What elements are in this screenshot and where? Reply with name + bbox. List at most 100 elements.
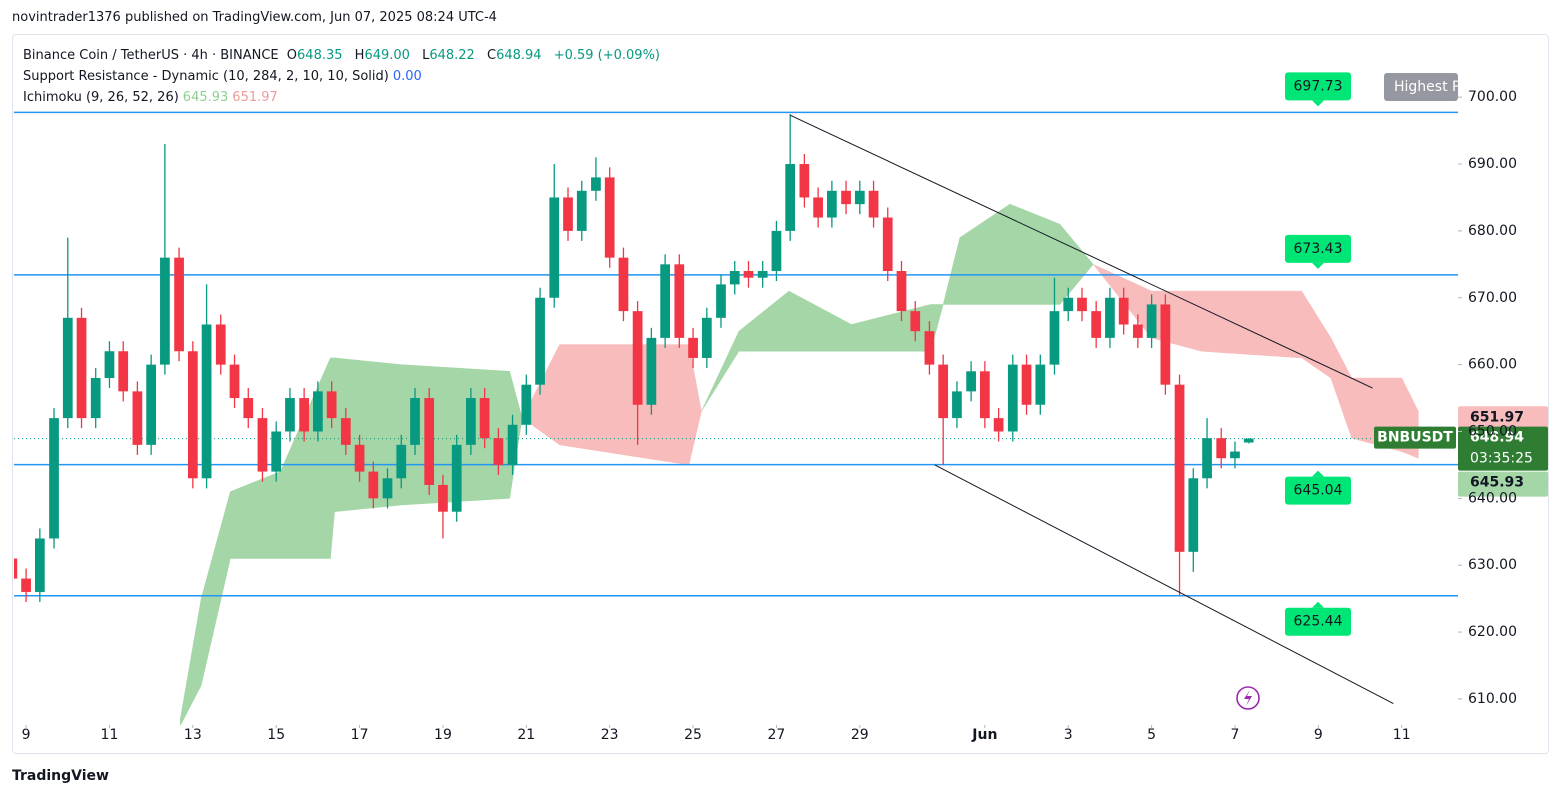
- ohlc-value: 648.94: [496, 48, 542, 63]
- candle-body: [34, 538, 45, 592]
- candle-body: [771, 230, 782, 272]
- candle-body: [813, 197, 823, 218]
- ohlc: O648.35: [287, 48, 347, 63]
- indicator-row: Ichimoku (9, 26, 52, 26) 645.93 651.97: [23, 87, 664, 108]
- candle-body: [632, 311, 643, 405]
- candle-body: [896, 271, 907, 312]
- indicator-row: Support Resistance - Dynamic (10, 284, 2…: [23, 66, 664, 87]
- candle-body: [1091, 311, 1102, 338]
- candle-body: [14, 558, 18, 579]
- candle-body: [396, 444, 407, 479]
- candle-body: [743, 271, 754, 278]
- cloud-segment: [559, 344, 690, 466]
- level-label: 697.73: [1294, 78, 1343, 94]
- x-tick-label: Jun: [971, 727, 997, 743]
- candle-body: [854, 190, 865, 205]
- price-tag-label: 648.94: [1470, 430, 1524, 446]
- level-label: 625.44: [1294, 614, 1343, 630]
- ohlc-key: O: [286, 48, 298, 63]
- candle-body: [549, 197, 560, 298]
- candle-body: [354, 444, 365, 472]
- ohlc-key: L: [422, 48, 430, 63]
- indicator-value: 645.93: [182, 90, 229, 105]
- indicator-value: 0.00: [392, 69, 422, 84]
- candle-body: [187, 351, 198, 479]
- candle-body: [49, 418, 59, 539]
- x-tick-label: 5: [1147, 727, 1156, 743]
- level-label-box: [1285, 607, 1351, 636]
- x-tick-label: 23: [601, 727, 619, 743]
- candle-body: [1216, 438, 1227, 459]
- level-pointer: [1312, 601, 1324, 608]
- symbol: Binance Coin / TetherUS · 4h · BINANCE: [23, 48, 279, 63]
- candle-body: [521, 384, 532, 425]
- candle-body: [271, 431, 282, 472]
- highest-label: Highest P: [1394, 79, 1460, 95]
- price-tag: [1458, 406, 1548, 431]
- candle-body: [1202, 438, 1212, 479]
- candle-body: [438, 484, 448, 512]
- candle-body: [952, 391, 962, 419]
- cloud-segment: [180, 598, 202, 725]
- candle-body: [257, 418, 268, 472]
- candle-body: [1160, 304, 1171, 385]
- symbol-tag: BNBUSDT: [1377, 430, 1453, 446]
- x-tick-label: 3: [1064, 727, 1073, 743]
- candle-body: [410, 398, 420, 445]
- candle-body: [90, 377, 101, 419]
- cloud-segment: [230, 471, 281, 559]
- price-tag-label: 03:35:25: [1470, 451, 1533, 467]
- x-tick-label: 21: [517, 727, 535, 743]
- candle-body: [1007, 364, 1018, 432]
- candle-body: [368, 471, 379, 499]
- alert-icon[interactable]: [1236, 686, 1260, 710]
- publish-info: novintrader1376 published on TradingView…: [12, 10, 497, 25]
- ohlc-value: 648.35: [297, 48, 343, 63]
- ohlc-key: C: [486, 48, 497, 63]
- cloud-segment: [1059, 223, 1094, 306]
- cloud-segment: [738, 290, 790, 352]
- cloud-segment: [942, 237, 961, 305]
- trendline: [789, 114, 1373, 389]
- candle-body: [563, 197, 573, 231]
- legend: Binance Coin / TetherUS · 4h · BINANCE O…: [23, 45, 664, 108]
- x-tick-label: 15: [267, 727, 285, 743]
- ohlc-key: H: [354, 48, 365, 63]
- candle-body: [785, 164, 796, 231]
- brand: TradingView: [12, 768, 109, 784]
- x-tick-label: 27: [768, 727, 786, 743]
- x-tick-label: 11: [101, 727, 119, 743]
- price-tag-label: 645.93: [1470, 475, 1524, 491]
- candle-body: [591, 177, 601, 191]
- candle-body: [1105, 297, 1115, 338]
- candle-body: [966, 371, 976, 392]
- x-tick-label: 13: [184, 727, 202, 743]
- candle-body: [451, 444, 462, 512]
- level-pointer: [1312, 100, 1324, 107]
- candle-body: [646, 337, 657, 405]
- x-tick-label: 29: [851, 727, 869, 743]
- candle-body: [132, 391, 143, 445]
- cloud-segment: [930, 304, 944, 352]
- candle-body: [382, 478, 393, 499]
- y-tick-label: 620.00: [1468, 624, 1517, 640]
- level-label: 673.43: [1294, 241, 1343, 257]
- candle-body: [1077, 297, 1087, 312]
- overlay-layer: 651.97 648.94 03:35:25 645.93 BNBUSDT: [789, 114, 1548, 705]
- ohlc-value: 648.22: [429, 48, 475, 63]
- x-tick-label: 17: [351, 727, 369, 743]
- candle-body: [757, 271, 768, 278]
- candle-body: [827, 190, 837, 218]
- candle-body: [868, 190, 879, 218]
- candle-body: [62, 317, 73, 419]
- level-pointer: [1312, 262, 1324, 269]
- candle-body: [146, 364, 157, 445]
- candle-body: [340, 418, 351, 445]
- candle-body: [882, 217, 893, 272]
- candle-body: [938, 364, 949, 419]
- candle-body: [910, 311, 921, 332]
- candle-body: [1118, 297, 1129, 325]
- candle-body: [1188, 478, 1199, 552]
- candle-body: [1132, 324, 1143, 338]
